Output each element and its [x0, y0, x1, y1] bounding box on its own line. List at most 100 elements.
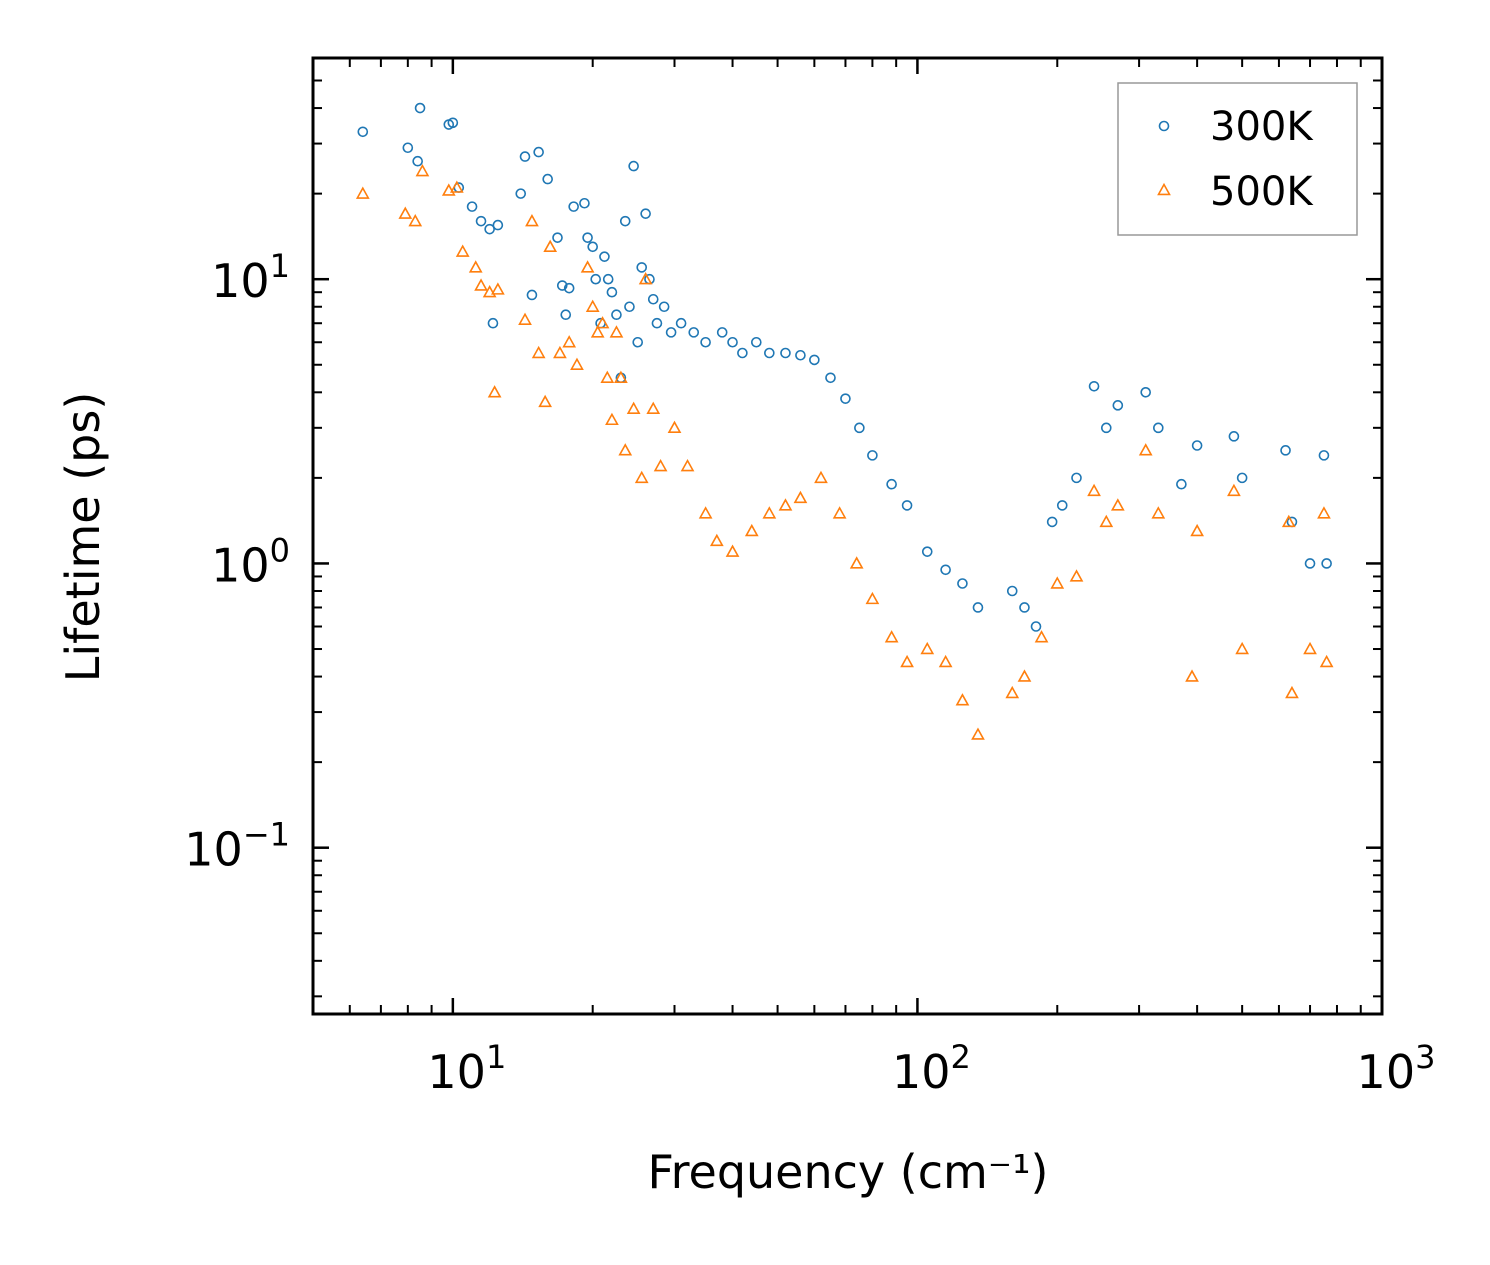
- data-point: [606, 286, 618, 298]
- data-point: [920, 641, 935, 655]
- data-point: [1304, 558, 1316, 569]
- data-point: [538, 394, 553, 408]
- data-point: [1099, 514, 1114, 528]
- data-point: [727, 336, 738, 348]
- data-point: [658, 301, 670, 313]
- data-point: [570, 357, 584, 370]
- data-point: [709, 533, 724, 547]
- data-point: [587, 241, 599, 253]
- data-point: [441, 183, 456, 196]
- data-point: [793, 490, 808, 504]
- data-point: [814, 470, 828, 484]
- data-point: [556, 280, 568, 291]
- data-point: [901, 500, 913, 511]
- data-point: [590, 325, 605, 338]
- data-point: [886, 478, 897, 490]
- data-point: [651, 317, 663, 329]
- data-point: [778, 498, 793, 511]
- data-point: [647, 293, 659, 305]
- data-point: [1236, 472, 1248, 484]
- data-point: [560, 309, 572, 321]
- x-tick-label: 102: [892, 1038, 971, 1099]
- data-point: [626, 401, 641, 414]
- data-point: [579, 197, 590, 209]
- data-point: [849, 556, 864, 569]
- data-point: [614, 370, 628, 383]
- data-point: [482, 285, 497, 298]
- data-point: [609, 325, 624, 338]
- data-point: [1318, 450, 1330, 461]
- data-point: [618, 443, 633, 456]
- data-point: [415, 163, 430, 177]
- data-point: [1140, 387, 1151, 398]
- data-point: [1088, 380, 1100, 392]
- data-point: [533, 146, 544, 158]
- data-point: [667, 420, 682, 434]
- data-point: [487, 317, 499, 329]
- data-point: [640, 208, 651, 219]
- data-point: [611, 309, 622, 321]
- data-point: [526, 289, 538, 301]
- y-axis-label: Lifetime (ps): [56, 392, 110, 683]
- data-point: [408, 214, 423, 227]
- data-point: [414, 102, 426, 114]
- data-point: [542, 173, 553, 185]
- data-point: [884, 630, 899, 643]
- data-point: [725, 544, 740, 557]
- data-point: [585, 299, 600, 312]
- data-point: [632, 336, 644, 348]
- y-tick-label: 10−1: [184, 816, 290, 877]
- data-point: [563, 282, 575, 294]
- data-point: [646, 401, 661, 414]
- data-point: [1071, 472, 1082, 484]
- data-point: [1319, 654, 1334, 668]
- y-tick-label: 101: [211, 247, 290, 308]
- data-point: [525, 214, 539, 227]
- data-point: [590, 273, 602, 285]
- data-point: [1017, 669, 1032, 682]
- data-point: [398, 206, 413, 219]
- data-point: [562, 335, 577, 348]
- data-point: [455, 244, 470, 257]
- plot-frame: [311, 56, 1384, 1016]
- data-point: [665, 327, 677, 338]
- data-point: [1087, 483, 1101, 497]
- data-point: [1138, 443, 1153, 456]
- data-point: [1006, 585, 1018, 597]
- data-point: [675, 317, 687, 329]
- data-point: [518, 312, 532, 325]
- data-point: [568, 201, 579, 212]
- data-point: [474, 278, 488, 291]
- legend-marker-300k: [1158, 120, 1170, 132]
- data-point: [1030, 621, 1042, 632]
- data-point: [638, 272, 653, 285]
- data-point: [1303, 641, 1317, 655]
- data-point: [447, 117, 459, 129]
- data-point: [957, 578, 968, 589]
- data-point: [1190, 523, 1204, 537]
- data-point: [1069, 569, 1084, 582]
- data-point: [531, 345, 546, 359]
- data-point: [737, 347, 748, 359]
- data-point: [972, 602, 984, 613]
- data-point: [1228, 431, 1240, 442]
- data-point: [580, 260, 595, 273]
- data-point: [484, 223, 495, 235]
- data-point: [854, 422, 865, 434]
- data-point: [1227, 483, 1241, 497]
- data-point: [491, 282, 505, 295]
- data-point: [1317, 506, 1331, 519]
- data-point: [1176, 478, 1187, 490]
- data-point: [900, 654, 914, 668]
- y-tick-label: 100: [211, 531, 290, 592]
- legend-marker: [1158, 120, 1170, 132]
- data-point: [552, 232, 563, 243]
- data-point: [955, 693, 970, 706]
- data-point: [1185, 669, 1199, 682]
- data-point: [680, 458, 695, 472]
- legend: 300K 500K: [1117, 82, 1358, 236]
- data-point: [357, 126, 369, 138]
- data-point: [487, 385, 502, 398]
- data-points: [355, 102, 1334, 740]
- data-point: [921, 546, 933, 557]
